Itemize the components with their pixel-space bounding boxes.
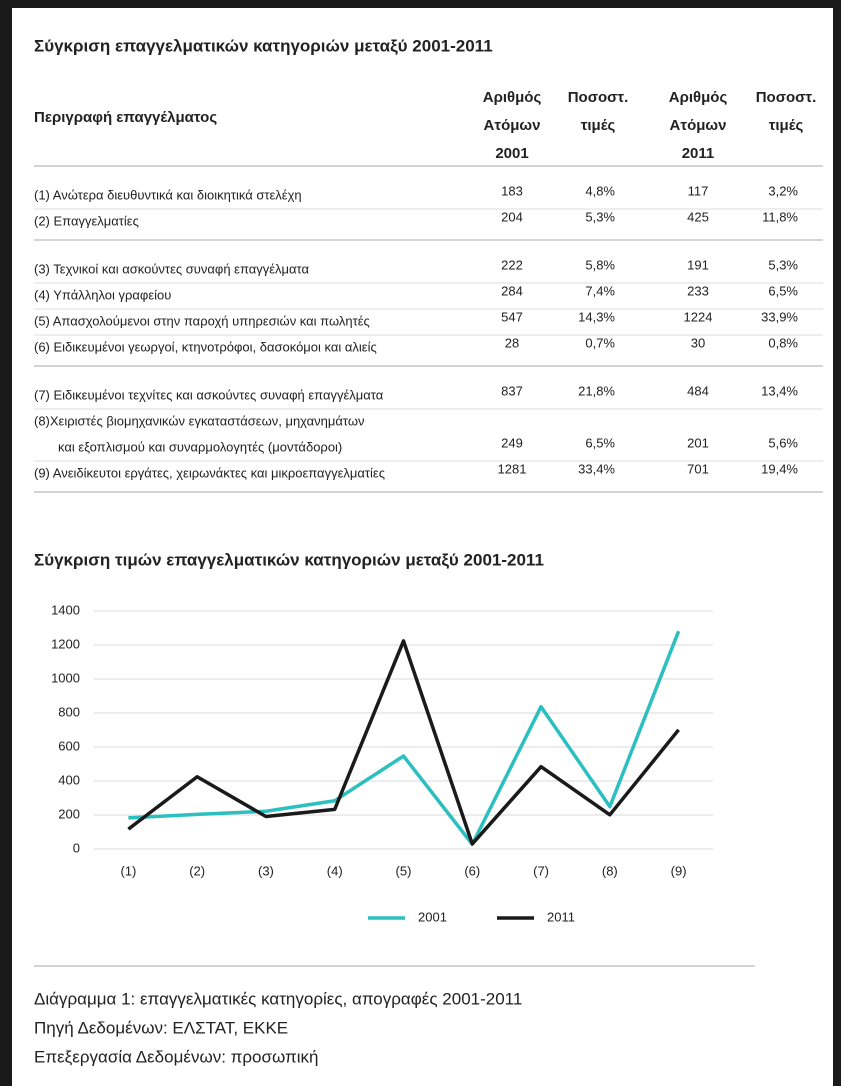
cell: 183 <box>501 183 523 198</box>
cell: 547 <box>501 309 523 324</box>
row-label: (7) Ειδικευμένοι τεχνίτες και ασκούντες … <box>34 387 384 402</box>
column-header: Αριθμός <box>669 89 728 106</box>
y-tick-label: 200 <box>58 806 80 821</box>
line-series <box>127 639 680 846</box>
footer-line: Επεξεργασία Δεδομένων: προσωπική <box>34 1047 319 1066</box>
legend-label: 2001 <box>418 909 447 924</box>
cell: 5,3% <box>585 209 615 224</box>
y-tick-label: 1400 <box>51 602 80 617</box>
row-label: (2) Επαγγελματίες <box>34 213 139 228</box>
y-tick-label: 1000 <box>51 670 80 685</box>
legend-label: 2011 <box>547 909 575 924</box>
line-series <box>128 630 681 846</box>
x-tick-label: (1) <box>120 863 136 878</box>
cell: 33,4% <box>578 461 615 476</box>
column-header: 2011 <box>682 145 715 162</box>
cell: 233 <box>687 283 709 298</box>
cell: 5,8% <box>585 257 615 272</box>
cell: 222 <box>501 257 523 272</box>
cell: 7,4% <box>585 283 615 298</box>
cell: 201 <box>687 435 709 450</box>
column-header: 2001 <box>495 145 528 162</box>
cell: 837 <box>501 383 523 398</box>
column-header: Αριθμός <box>483 89 542 106</box>
column-header: Ποσοστ. <box>756 89 817 106</box>
cell: 1281 <box>498 461 527 476</box>
cell: 4,8% <box>585 183 615 198</box>
cell: 191 <box>687 257 709 272</box>
cell: 0,8% <box>768 335 798 350</box>
cell: 33,9% <box>761 309 798 324</box>
row-label: (3) Τεχνικοί και ασκούντες συναφή επαγγέ… <box>34 261 310 276</box>
footer-line: Πηγή Δεδομένων: ΕΛΣΤΑΤ, ΕΚΚΕ <box>34 1018 288 1037</box>
cell: 284 <box>501 283 523 298</box>
cell: 5,6% <box>768 435 798 450</box>
column-header: τιμές <box>581 117 616 134</box>
x-tick-label: (9) <box>671 863 687 878</box>
x-tick-label: (2) <box>189 863 205 878</box>
cell: 28 <box>505 335 519 350</box>
row-label: (6) Ειδικευμένοι γεωργοί, κτηνοτρόφοι, δ… <box>34 339 377 354</box>
chart-title: Σύγκριση τιμών επαγγελματικών κατηγοριών… <box>34 550 544 569</box>
row-label: (4) Υπάλληλοι γραφείου <box>34 287 171 302</box>
cell: 3,2% <box>768 183 798 198</box>
row-label: (1) Ανώτερα διευθυντικά και διοικητικά σ… <box>34 187 302 202</box>
x-tick-label: (7) <box>533 863 549 878</box>
footer-line: Διάγραμμα 1: επαγγελματικές κατηγορίες, … <box>34 989 522 1008</box>
y-tick-label: 1200 <box>51 636 80 651</box>
y-tick-label: 400 <box>58 772 80 787</box>
cell: 425 <box>687 209 709 224</box>
x-tick-label: (5) <box>396 863 412 878</box>
row-label: και εξοπλισμού και συναρμολογητές (μοντά… <box>58 439 342 454</box>
cell: 30 <box>691 335 705 350</box>
cell: 13,4% <box>761 383 798 398</box>
cell: 21,8% <box>578 383 615 398</box>
y-tick-label: 600 <box>58 738 80 753</box>
paper <box>12 8 833 1086</box>
row-label: (8)Χειριστές βιομηχανικών εγκαταστάσεων,… <box>34 413 365 428</box>
cell: 6,5% <box>768 283 798 298</box>
cell: 19,4% <box>761 461 798 476</box>
cell: 14,3% <box>578 309 615 324</box>
x-tick-label: (4) <box>327 863 343 878</box>
x-tick-label: (8) <box>602 863 618 878</box>
column-header: τιμές <box>769 117 804 134</box>
cell: 11,8% <box>762 209 798 224</box>
y-tick-label: 0 <box>73 840 80 855</box>
column-header: Ατόμων <box>484 117 541 134</box>
cell: 249 <box>501 435 523 450</box>
cell: 701 <box>687 461 709 476</box>
cell: 0,7% <box>585 335 615 350</box>
cell: 6,5% <box>585 435 615 450</box>
row-label: (5) Απασχολούμενοι στην παροχή υπηρεσιών… <box>34 313 370 328</box>
cell: 117 <box>688 183 709 198</box>
row-label: (9) Ανειδίκευτοι εργάτες, χειρωνάκτες κα… <box>34 465 385 480</box>
cell: 484 <box>687 383 709 398</box>
cell: 1224 <box>684 309 713 324</box>
column-header: Ποσοστ. <box>568 89 629 106</box>
x-tick-label: (3) <box>258 863 274 878</box>
y-tick-label: 800 <box>58 704 80 719</box>
cell: 204 <box>501 209 523 224</box>
column-header: Ατόμων <box>670 117 727 134</box>
cell: 5,3% <box>768 257 798 272</box>
column-header: Περιγραφή επαγγέλματος <box>34 109 217 126</box>
table-title: Σύγκριση επαγγελματικών κατηγοριών μεταξ… <box>34 36 493 55</box>
x-tick-label: (6) <box>464 863 480 878</box>
